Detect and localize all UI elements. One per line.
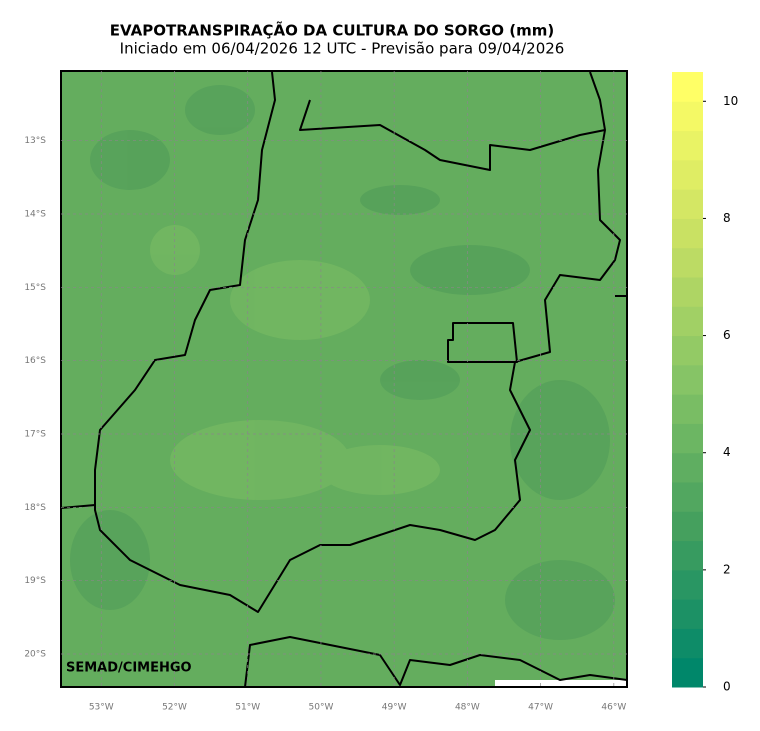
colorbar-band — [672, 189, 703, 219]
colorbar-label: 0 — [723, 680, 731, 694]
colorbar-band — [672, 657, 703, 688]
colorbar-band — [672, 599, 703, 629]
colorbar-band — [672, 335, 703, 366]
lon-label: 48°W — [455, 703, 480, 713]
colorbar-band — [672, 452, 703, 483]
colorbar-band — [672, 218, 703, 249]
lon-label: 46°W — [601, 703, 626, 713]
lon-label: 47°W — [528, 703, 553, 713]
colorbar-band — [672, 159, 703, 190]
colorbar-label: 8 — [723, 211, 731, 225]
colorbar-label: 2 — [723, 562, 731, 576]
colorbar-label: 6 — [723, 328, 731, 342]
borders — [60, 71, 628, 688]
lat-label: 20°S — [24, 650, 46, 660]
colorbar-label: 4 — [723, 445, 731, 459]
no-data — [495, 680, 627, 687]
lat-label: 13°S — [24, 136, 46, 146]
title: EVAPOTRANSPIRAÇÃO DA CULTURA DO SORGO (m… — [110, 21, 554, 40]
credit: SEMAD/CIMEHGO — [66, 661, 192, 676]
colorbar-band — [672, 511, 703, 542]
colorbar-band — [672, 130, 703, 161]
colorbar-band — [672, 540, 703, 571]
colorbar-band — [672, 394, 703, 424]
field-patches — [70, 85, 615, 640]
lat-label: 17°S — [24, 430, 46, 440]
colorbar-band — [672, 423, 703, 454]
lon-label: 51°W — [235, 703, 260, 713]
subtitle: Iniciado em 06/04/2026 12 UTC - Previsão… — [120, 40, 565, 58]
colorbar-band — [672, 569, 703, 600]
colorbar-band — [672, 482, 703, 512]
lon-label: 52°W — [162, 703, 187, 713]
lat-label: 19°S — [24, 576, 46, 586]
lat-label: 15°S — [24, 283, 46, 293]
colorbar-label: 10 — [723, 94, 738, 108]
lat-label: 16°S — [24, 356, 46, 366]
field-patches-light — [150, 225, 440, 500]
colorbar-band — [672, 364, 703, 395]
colorbar-band — [672, 306, 703, 337]
lon-label: 50°W — [309, 703, 334, 713]
lon-label: 53°W — [89, 703, 114, 713]
map-area: SEMAD/CIMEHGO — [60, 70, 628, 688]
colorbar-band — [672, 628, 703, 659]
map-frame — [60, 70, 628, 688]
lat-label: 18°S — [24, 503, 46, 513]
lat-label: 14°S — [24, 210, 46, 220]
colorbar-band — [672, 247, 703, 278]
colorbar-band — [672, 277, 703, 307]
lon-label: 49°W — [382, 703, 407, 713]
colorbar-band — [672, 101, 703, 132]
colorbar-band — [672, 72, 703, 102]
